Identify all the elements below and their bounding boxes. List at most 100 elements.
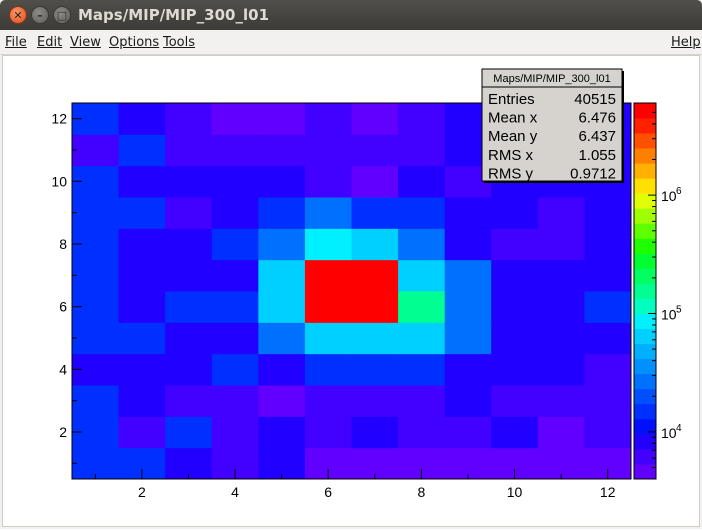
colorbar-segment (634, 313, 656, 329)
heatmap-cell (258, 228, 306, 261)
maximize-icon[interactable]: □ (53, 6, 71, 24)
heatmap-cell (491, 322, 539, 355)
menu-edit[interactable]: Edit (37, 35, 63, 50)
heatmap-cell (165, 228, 213, 261)
heatmap-cell (304, 228, 352, 261)
window-title: Maps/MIP/MIP_300_l01 (78, 6, 270, 24)
stats-value: 1.055 (578, 147, 616, 164)
heatmap-cell (491, 416, 539, 449)
heatmap-cell (72, 385, 120, 417)
menu-options[interactable]: Options (109, 35, 160, 50)
heatmap-cell (398, 291, 446, 323)
colorbar-segment (634, 193, 656, 209)
heatmap-cell (398, 385, 446, 417)
heatmap-cell (258, 103, 306, 135)
heatmap-cell (258, 165, 306, 198)
heatmap-cell (165, 103, 213, 135)
heatmap-cell (444, 228, 492, 261)
stats-label: Mean x (488, 110, 538, 127)
heatmap-cell (584, 291, 632, 323)
heatmap-cell (398, 103, 446, 135)
x-tick-label: 6 (324, 484, 332, 500)
colorbar-segment (634, 433, 656, 450)
stats-value: 0.9712 (570, 165, 616, 182)
heatmap-cell (118, 322, 166, 355)
colorbar-tick-exponent: 5 (676, 305, 682, 316)
heatmap-cell (584, 385, 632, 417)
y-tick-label: 2 (59, 424, 67, 440)
heatmap-cell (258, 197, 306, 229)
heatmap-cell (118, 165, 166, 198)
y-tick-label: 4 (59, 361, 67, 377)
heatmap-cell (537, 197, 585, 229)
colorbar-frame (633, 102, 657, 480)
heatmap-cell (118, 134, 166, 167)
x-tick-label: 4 (231, 484, 239, 500)
stats-value: 6.476 (578, 110, 616, 127)
menu-help[interactable]: Help (671, 35, 701, 50)
heatmap-cell (537, 385, 585, 417)
heatmap-cell (398, 165, 446, 198)
heatmap-cell (444, 353, 492, 386)
heatmap-cell (537, 322, 585, 355)
menu-tools[interactable]: Tools (163, 35, 196, 50)
heatmap-cell (211, 134, 259, 167)
heatmap-cell (118, 197, 166, 229)
heatmap-cell (211, 103, 259, 135)
colorbar-segment (634, 133, 656, 149)
heatmap-cell (258, 322, 306, 355)
heatmap-cell (211, 322, 259, 355)
heatmap-cell (211, 197, 259, 229)
heatmap-cell (304, 322, 352, 355)
colorbar-segment (634, 118, 656, 134)
stats-label: Entries (488, 91, 535, 108)
x-tick-label: 2 (138, 484, 146, 500)
colorbar-segment (634, 328, 656, 345)
heatmap-cell (537, 228, 585, 261)
heatmap-cell (211, 259, 259, 292)
colorbar-segment (634, 448, 656, 465)
heatmap-cell (72, 259, 120, 292)
heatmap-cell (491, 259, 539, 292)
colorbar-segment (634, 253, 656, 269)
colorbar-segment (634, 238, 656, 254)
y-tick-label: 10 (51, 173, 67, 189)
heatmap-cell (398, 322, 446, 355)
heatmap-cell (304, 416, 352, 449)
heatmap-cell (584, 228, 632, 261)
heatmap-cell (258, 353, 306, 386)
close-icon[interactable]: ✕ (9, 6, 27, 24)
minimize-icon[interactable]: – (31, 6, 49, 24)
heatmap-cell (584, 353, 632, 386)
menu-file[interactable]: File (5, 35, 27, 50)
heatmap-cell (72, 197, 120, 229)
heatmap-cell (211, 353, 259, 386)
heatmap-cell (118, 385, 166, 417)
heatmap-cell (444, 322, 492, 355)
heatmap-cell (537, 416, 585, 449)
heatmap-cell (165, 416, 213, 449)
root-canvas[interactable]: 2 4 6 8 10 12 2 4 6 8 10 12 10 4 10 5 10 6 Maps/MIP/MIP_… (2, 55, 700, 527)
heatmap-cell (398, 197, 446, 229)
heatmap-cell (398, 353, 446, 386)
heatmap-cell (491, 353, 539, 386)
colorbar-segment (634, 223, 656, 239)
stats-box[interactable]: Maps/MIP/MIP_300_l01 Entries 40515 Mean x 6.… (481, 68, 624, 183)
heatmap-cell (584, 416, 632, 449)
heatmap-cell (304, 103, 352, 135)
heatmap-cell (444, 197, 492, 229)
heatmap-cell (351, 353, 399, 386)
heatmap-cell (584, 322, 632, 355)
menu-bar: File Edit View Options Tools Help (0, 30, 702, 55)
colorbar-segment (634, 163, 656, 179)
heatmap-cell (258, 134, 306, 167)
heatmap-cell (351, 103, 399, 135)
heatmap-cell (444, 416, 492, 449)
heatmap-cell (211, 385, 259, 417)
y-tick-label: 12 (51, 111, 67, 127)
menu-view[interactable]: View (70, 35, 101, 50)
colorbar-segment (634, 418, 656, 435)
y-tick-label: 6 (59, 299, 67, 315)
heatmap-cell (584, 259, 632, 292)
